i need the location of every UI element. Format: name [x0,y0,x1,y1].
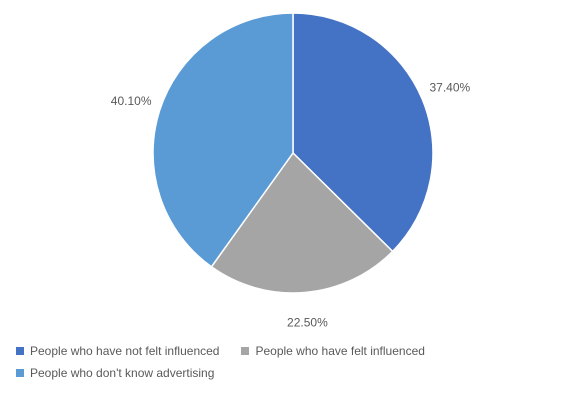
legend-row-2: People who don't know advertising [16,362,581,384]
pie-slice-dont-know [152,12,294,268]
legend-swatch-dont-know [16,369,24,377]
legend-swatch-influenced [241,347,250,355]
pie-slice-not-influenced [292,12,434,253]
legend-item-influenced: People who have felt influenced [241,340,425,362]
data-label-not-influenced: 37.40% [430,80,471,94]
data-label-influenced: 22.50% [287,315,328,329]
legend-item-dont-know: People who don't know advertising [16,362,214,384]
legend-label-dont-know: People who don't know advertising [30,366,215,380]
legend-label-not-influenced: People who have not felt influenced [30,344,220,358]
legend-swatch-not-influenced [16,347,24,355]
data-label-dont-know: 40.10% [111,94,152,108]
legend-label-influenced: People who have felt influenced [255,344,425,358]
legend-row-1: People who have not felt influenced Peop… [16,340,581,362]
legend-item-not-influenced: People who have not felt influenced [16,340,219,362]
legend: People who have not felt influenced Peop… [16,340,581,384]
pie-slice-influenced [210,151,394,294]
